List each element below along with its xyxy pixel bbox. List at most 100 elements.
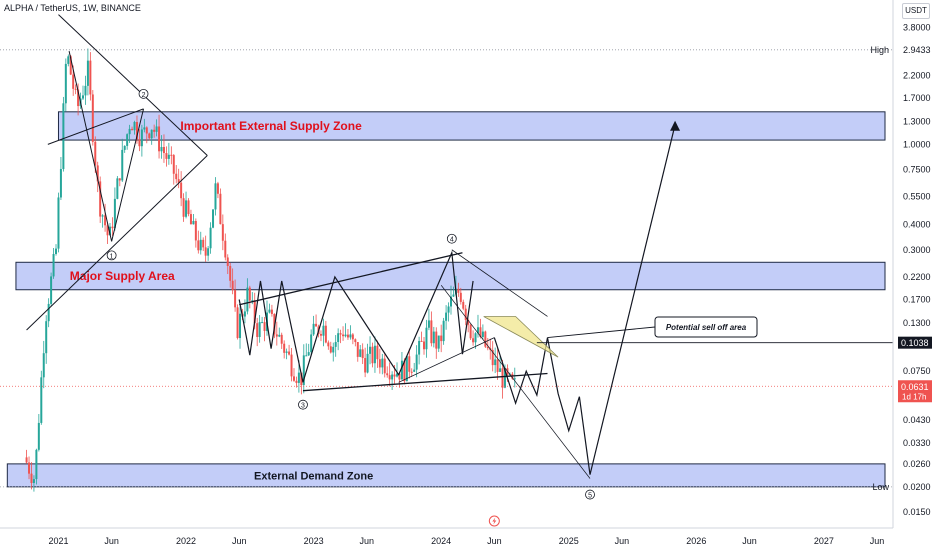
candle-body bbox=[418, 340, 421, 355]
symbol-line: ALPHA / TetherUS, 1W, BINANCE bbox=[4, 3, 141, 13]
candle-body bbox=[467, 319, 470, 325]
candle-body bbox=[216, 183, 219, 194]
candle-body bbox=[381, 358, 384, 368]
candle-body bbox=[361, 349, 364, 359]
candle-body bbox=[432, 331, 435, 344]
candle-body bbox=[285, 351, 288, 353]
price-tick-label: 0.5500 bbox=[903, 192, 931, 202]
candle-body bbox=[494, 359, 497, 366]
current-price-value: 0.0631 bbox=[901, 382, 929, 392]
candle-body bbox=[292, 376, 295, 381]
level-price-tag bbox=[898, 336, 932, 349]
candle-body bbox=[57, 197, 60, 249]
wave-1-2-path bbox=[68, 51, 145, 242]
triangle-upper-line bbox=[58, 14, 208, 156]
candle-body bbox=[236, 307, 239, 339]
candle-body bbox=[334, 342, 337, 347]
price-tick-label: 1.3000 bbox=[903, 116, 931, 126]
candle-body bbox=[415, 354, 418, 370]
candle-body bbox=[180, 182, 183, 199]
candle-body bbox=[346, 334, 349, 338]
candle-body bbox=[491, 349, 494, 366]
candle-body bbox=[167, 154, 170, 159]
candle-body bbox=[408, 356, 411, 372]
wave-label: 3 bbox=[301, 403, 305, 410]
candle-body bbox=[430, 320, 433, 344]
candle-body bbox=[295, 380, 298, 383]
candle-body bbox=[135, 121, 138, 140]
time-tick-label: 2023 bbox=[304, 536, 324, 546]
candle-body bbox=[131, 128, 134, 131]
candle-body bbox=[158, 126, 161, 152]
candle-body bbox=[37, 422, 40, 450]
candle-body bbox=[204, 247, 207, 256]
candle-body bbox=[437, 335, 440, 349]
candle-body bbox=[101, 215, 104, 217]
low-label: Low bbox=[872, 482, 889, 492]
candle-body bbox=[113, 198, 116, 229]
candle-body bbox=[359, 349, 362, 357]
candle-body bbox=[226, 257, 229, 266]
drawings-layer: Potential sell off area 1 2 3 4 5 bbox=[0, 14, 893, 527]
candle-body bbox=[503, 368, 506, 388]
candle-body bbox=[207, 248, 210, 256]
candle-body bbox=[496, 359, 499, 372]
wave-label-circle bbox=[585, 489, 595, 500]
candle-body bbox=[452, 294, 455, 297]
candle-body bbox=[425, 327, 428, 350]
candle-body bbox=[440, 335, 443, 342]
price-tick-label: 0.0150 bbox=[903, 507, 931, 517]
candle-body bbox=[472, 338, 475, 343]
candle-body bbox=[297, 372, 300, 383]
candle-body bbox=[310, 334, 313, 353]
candle-body bbox=[307, 352, 310, 356]
candle-body bbox=[288, 351, 291, 355]
candle-body bbox=[364, 358, 367, 373]
candle-body bbox=[383, 358, 386, 374]
candle-body bbox=[354, 339, 357, 343]
callout-box bbox=[654, 316, 758, 338]
candle-body bbox=[329, 346, 332, 353]
candle-body bbox=[162, 147, 165, 154]
candle-body bbox=[388, 375, 391, 380]
projection-arrowhead bbox=[670, 120, 681, 131]
zones-layer: Important External Supply Zone Major Supp… bbox=[6, 111, 886, 488]
candle-body bbox=[366, 353, 369, 373]
candle-body bbox=[165, 153, 168, 159]
candle-body bbox=[342, 334, 345, 337]
candle-body bbox=[403, 360, 406, 382]
candle-body bbox=[86, 60, 89, 86]
chart-header: ALPHA / TetherUS, 1W, BINANCE bbox=[4, 3, 141, 13]
currency-badge[interactable]: USDT bbox=[902, 3, 930, 19]
candle-body bbox=[187, 200, 190, 215]
candle-body bbox=[435, 331, 438, 349]
wave-label: 4 bbox=[450, 237, 454, 244]
candle-body bbox=[253, 300, 256, 324]
candle-body bbox=[116, 178, 119, 199]
candle-body bbox=[322, 325, 325, 336]
candle-body bbox=[391, 374, 394, 380]
candle-body bbox=[356, 342, 359, 357]
candle-body bbox=[371, 346, 374, 364]
projection-path bbox=[493, 124, 676, 475]
wave-label: 2 bbox=[142, 92, 146, 99]
time-tick-label: 2027 bbox=[814, 536, 834, 546]
candle-body bbox=[175, 173, 178, 180]
price-tick-label: 0.0430 bbox=[903, 415, 931, 425]
zone-label: External Demand Zone bbox=[254, 470, 373, 482]
price-tick-label: 0.2200 bbox=[903, 272, 931, 282]
candle-body bbox=[170, 154, 173, 156]
candle-body bbox=[248, 287, 251, 301]
candle-body bbox=[133, 121, 136, 131]
candle-body bbox=[479, 327, 482, 337]
candle-body bbox=[344, 334, 347, 337]
zone-label: Important External Supply Zone bbox=[180, 119, 362, 133]
candle-body bbox=[420, 340, 423, 342]
candle-body bbox=[59, 169, 62, 198]
candle-body bbox=[99, 181, 102, 217]
candle-body bbox=[74, 88, 77, 90]
time-tick-label: Jun bbox=[104, 536, 119, 546]
time-tick-label: 2024 bbox=[431, 536, 451, 546]
candle-body bbox=[246, 287, 249, 312]
